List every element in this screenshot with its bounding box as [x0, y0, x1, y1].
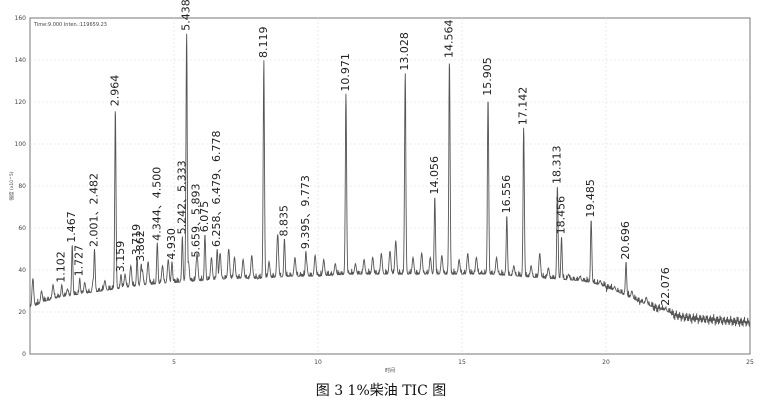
- y-tick-label: 140: [15, 57, 27, 64]
- peak-label: 3.159: [114, 241, 127, 273]
- x-tick-label: 25: [746, 359, 754, 366]
- figure-caption: 图 3 1%柴油 TIC 图: [315, 383, 447, 399]
- peak-label: 9.395、9.773: [299, 175, 312, 249]
- peak-label: 3.862: [134, 230, 147, 262]
- y-tick-label: 0: [22, 351, 26, 358]
- y-tick-label: 20: [18, 309, 26, 316]
- peak-label: 6.075: [198, 201, 211, 233]
- peak-label: 1.727: [73, 245, 86, 277]
- y-tick-label: 80: [18, 183, 26, 190]
- x-axis-ticks: 5 10 15 20 25: [172, 359, 754, 366]
- peak-label: 13.028: [398, 32, 411, 71]
- peak-label: 1.102: [55, 251, 68, 283]
- x-tick-label: 10: [314, 359, 322, 366]
- x-tick-label: 5: [172, 359, 176, 366]
- peak-label: 8.119: [257, 27, 270, 59]
- peak-label: 5.659、5.893: [190, 184, 203, 258]
- peak-label: 14.564: [442, 20, 455, 59]
- y-tick-label: 120: [15, 99, 27, 106]
- peak-label: 1.467: [65, 211, 78, 243]
- header-readout: Time:9.000 Inten.:119659.23: [33, 22, 107, 28]
- peak-label: 20.696: [619, 221, 632, 260]
- peak-label: 4.930: [165, 228, 178, 260]
- peak-label: 18.313: [550, 146, 563, 185]
- peak-label: 5.242、5.333: [175, 160, 188, 234]
- peak-label: 4.344、4.500: [150, 167, 163, 241]
- x-tick-label: 15: [458, 359, 466, 366]
- peak-label: 14.056: [428, 156, 441, 195]
- peak-label: 19.485: [584, 179, 597, 218]
- x-tick-label: 20: [602, 359, 610, 366]
- peak-label: 2.964: [108, 75, 121, 107]
- grid: [30, 18, 750, 354]
- peak-label: 6.258、6.479、6.778: [210, 131, 223, 247]
- peak-label: 10.971: [339, 53, 352, 92]
- y-tick-label: 40: [18, 267, 26, 274]
- tic-trace: [29, 33, 751, 328]
- peak-label: 15.905: [481, 57, 494, 96]
- peak-label: 8.835: [277, 205, 290, 237]
- x-axis-label: 时间: [385, 367, 395, 374]
- y-axis-label: 强度 (x10^5): [8, 171, 15, 200]
- y-axis-ticks: 0 20 40 60 80 100 120 140 160: [15, 15, 27, 358]
- peak-label: 2.001、2.482: [88, 173, 101, 247]
- y-tick-label: 160: [15, 15, 27, 22]
- peak-label: 22.076: [659, 267, 672, 306]
- y-tick-label: 60: [18, 225, 26, 232]
- peak-label: 3.719: [130, 224, 143, 256]
- peak-label: 5.438: [180, 0, 193, 31]
- peak-label: 17.142: [517, 87, 530, 126]
- peak-label: 16.556: [500, 175, 513, 214]
- y-tick-label: 100: [15, 141, 27, 148]
- tic-chart: 0 20 40 60 80 100 120 140 160 5 10 15 20 25 1.102 1.4…: [8, 0, 754, 374]
- peak-label: 18.456: [555, 196, 568, 235]
